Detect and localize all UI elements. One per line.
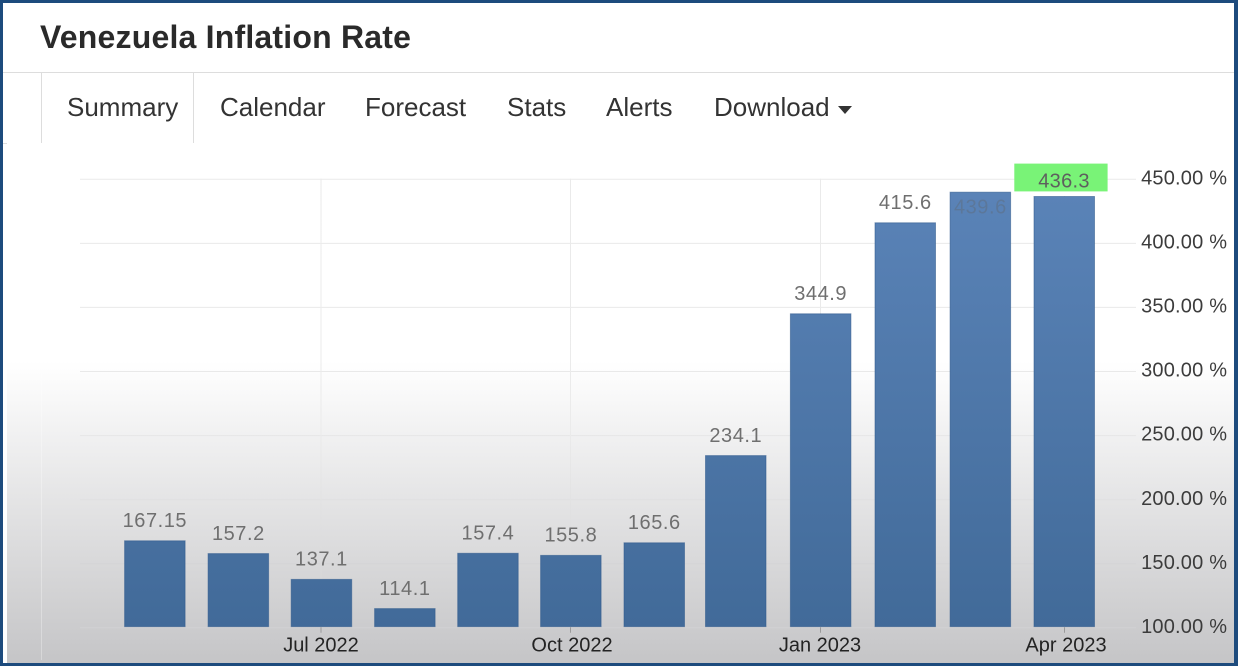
svg-text:100.00 %: 100.00 % — [1141, 616, 1227, 638]
svg-text:167.15: 167.15 — [123, 510, 187, 532]
svg-text:Jan 2023: Jan 2023 — [779, 635, 861, 657]
svg-text:300.00 %: 300.00 % — [1141, 360, 1227, 382]
svg-text:165.6: 165.6 — [628, 512, 681, 534]
svg-text:Jul 2022: Jul 2022 — [283, 635, 359, 657]
svg-text:415.6: 415.6 — [879, 192, 932, 214]
svg-text:150.00 %: 150.00 % — [1141, 552, 1227, 574]
svg-text:250.00 %: 250.00 % — [1141, 424, 1227, 446]
svg-text:344.9: 344.9 — [794, 283, 847, 305]
svg-text:350.00 %: 350.00 % — [1141, 296, 1227, 318]
svg-text:200.00 %: 200.00 % — [1141, 488, 1227, 510]
svg-text:436.3: 436.3 — [1038, 170, 1090, 192]
svg-text:157.2: 157.2 — [212, 523, 265, 545]
svg-text:439.6: 439.6 — [954, 197, 1007, 219]
svg-text:157.4: 157.4 — [462, 523, 515, 545]
svg-text:450.00 %: 450.00 % — [1141, 167, 1227, 189]
svg-text:Oct 2022: Oct 2022 — [531, 635, 612, 657]
svg-text:400.00 %: 400.00 % — [1141, 232, 1227, 254]
svg-text:114.1: 114.1 — [379, 578, 430, 600]
svg-text:Apr 2023: Apr 2023 — [1025, 635, 1106, 657]
svg-text:137.1: 137.1 — [295, 549, 348, 571]
svg-text:234.1: 234.1 — [709, 425, 762, 447]
svg-text:155.8: 155.8 — [544, 525, 597, 547]
